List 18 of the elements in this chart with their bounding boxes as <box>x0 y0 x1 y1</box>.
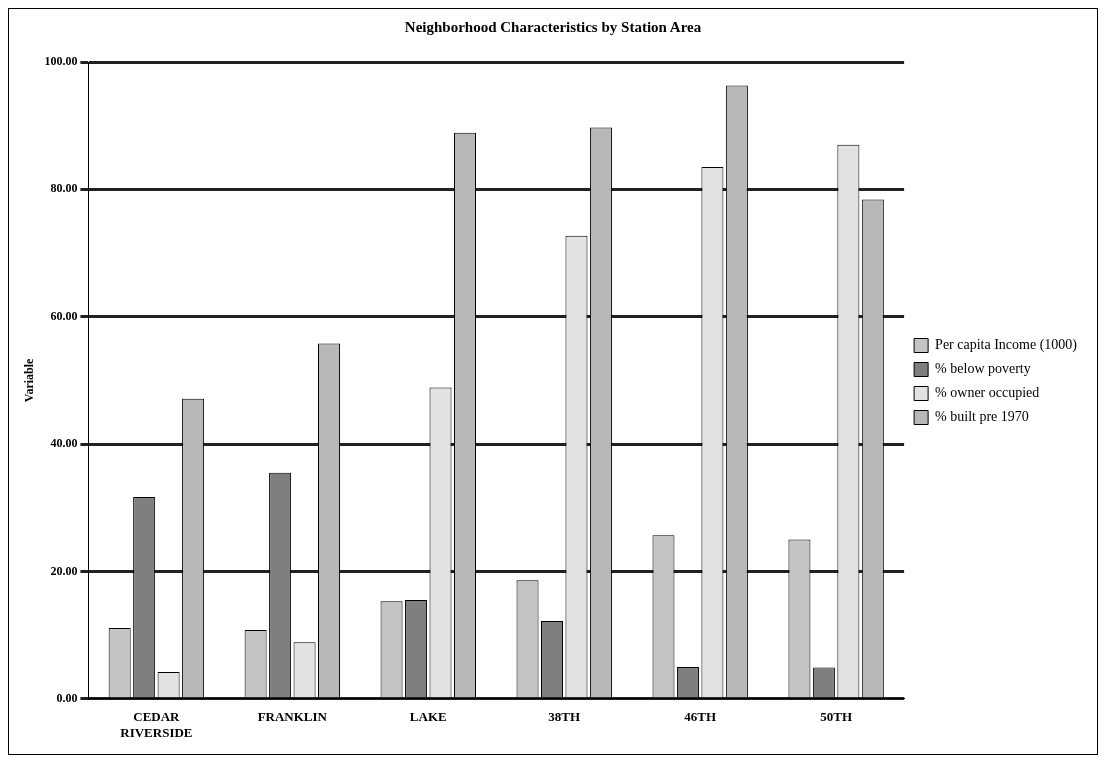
y-tick-label: 0.00 <box>56 690 78 705</box>
x-tick-label: 38TH <box>548 708 581 724</box>
legend-label: % built pre 1970 <box>935 409 1029 425</box>
x-tick-label: 50TH <box>820 708 853 724</box>
legend-label: Per capita Income (1000) <box>935 337 1078 354</box>
y-axis-title: Variable <box>22 357 37 403</box>
x-tick-label: CEDAR RIVERSIDE <box>120 708 193 740</box>
y-tick-label: 100.00 <box>44 54 78 69</box>
y-tick-label: 20.00 <box>50 563 78 578</box>
y-tick-label: 60.00 <box>50 308 78 323</box>
x-tick-label: 46TH <box>684 708 717 724</box>
y-tick-label: 40.00 <box>50 436 78 451</box>
legend-label: % below poverty <box>935 361 1031 377</box>
x-tick-label: FRANKLIN <box>257 708 328 724</box>
y-tick-label: 80.00 <box>50 181 78 196</box>
legend-label: % owner occupied <box>935 385 1040 401</box>
chart-title: Neighborhood Characteristics by Station Area <box>404 18 702 35</box>
x-tick-label: LAKE <box>409 708 447 724</box>
